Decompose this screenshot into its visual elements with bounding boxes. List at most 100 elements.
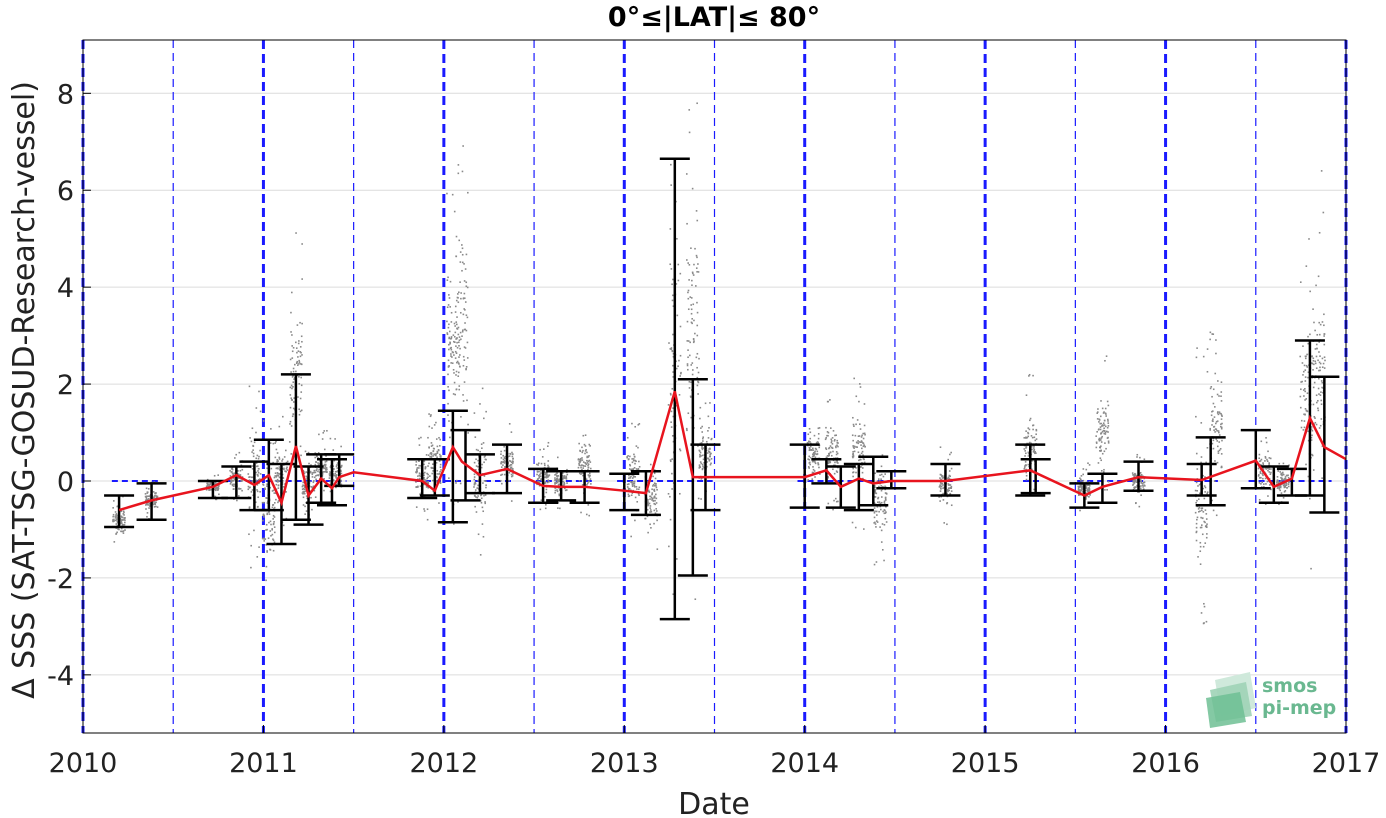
scatter-point [416, 468, 418, 471]
scatter-point [148, 507, 150, 509]
scatter-point [336, 464, 338, 466]
scatter-point [297, 350, 300, 352]
scatter-point [457, 375, 460, 377]
scatter-point [672, 593, 675, 596]
scatter-point [508, 455, 511, 457]
scatter-point [1209, 427, 1212, 430]
scatter-point [289, 420, 292, 423]
scatter-point [145, 504, 147, 506]
scatter-point [1199, 526, 1202, 529]
scatter-point [1318, 393, 1320, 395]
scatter-point [435, 475, 438, 478]
scatter-point [452, 393, 455, 395]
scatter-point [285, 467, 288, 470]
scatter-point [485, 458, 487, 461]
scatter-point [460, 416, 462, 418]
scatter-point [458, 339, 461, 342]
scatter-point [1214, 406, 1216, 408]
scatter-point [1139, 487, 1142, 490]
scatter-point [248, 476, 250, 478]
scatter-point [148, 505, 151, 507]
scatter-point [1079, 486, 1082, 488]
scatter-point [1303, 413, 1305, 416]
scatter-point [124, 519, 126, 522]
scatter-point [631, 480, 634, 483]
scatter-point [301, 322, 303, 325]
scatter-point [145, 496, 147, 499]
scatter-point [1266, 460, 1269, 463]
scatter-point [239, 469, 242, 472]
scatter-point [257, 496, 259, 499]
scatter-point [856, 419, 859, 421]
scatter-point [1029, 419, 1031, 422]
scatter-point [687, 289, 690, 292]
scatter-point [276, 478, 279, 481]
scatter-point [318, 462, 321, 465]
scatter-point [435, 421, 437, 424]
scatter-point [1100, 422, 1103, 425]
scatter-point [1310, 436, 1313, 439]
scatter-point [312, 471, 314, 474]
scatter-point [632, 474, 634, 477]
scatter-point [429, 456, 431, 458]
scatter-point [1258, 474, 1260, 476]
scatter-point [883, 501, 886, 504]
scatter-point [1096, 412, 1099, 414]
scatter-point [827, 462, 830, 464]
scatter-point [1195, 452, 1198, 455]
scatter-point [859, 386, 862, 388]
scatter-point [285, 491, 287, 493]
scatter-point [438, 460, 441, 462]
scatter-point [1025, 478, 1028, 481]
scatter-point [1221, 415, 1223, 417]
scatter-point [458, 365, 461, 368]
scatter-point [1082, 479, 1085, 482]
scatter-point [217, 487, 220, 490]
scatter-point [481, 463, 483, 466]
x-axis-label: Date [678, 787, 750, 818]
scatter-point [1142, 486, 1144, 488]
scatter-point [827, 460, 830, 463]
scatter-point [563, 481, 565, 484]
scatter-point [1196, 499, 1198, 502]
scatter-point [463, 346, 466, 348]
scatter-point [259, 473, 262, 475]
scatter-point [432, 450, 435, 453]
scatter-point [1323, 333, 1326, 335]
scatter-point [277, 484, 280, 486]
scatter-point [305, 475, 308, 478]
scatter-point [808, 459, 811, 461]
scatter-point [1257, 475, 1260, 477]
scatter-point [1270, 471, 1272, 474]
scatter-point [696, 366, 698, 369]
scatter-point [418, 437, 420, 440]
scatter-point [587, 463, 590, 466]
scatter-point [809, 445, 812, 448]
scatter-point [430, 414, 432, 416]
scatter-point [118, 528, 120, 531]
scatter-point [633, 482, 636, 485]
scatter-point [1079, 484, 1082, 487]
scatter-point [247, 473, 250, 475]
scatter-point [230, 468, 233, 470]
scatter-point [544, 496, 546, 498]
scatter-point [588, 514, 591, 517]
scatter-point [298, 359, 300, 362]
scatter-point [291, 415, 294, 418]
scatter-point [1322, 391, 1324, 394]
scatter-point [146, 503, 148, 506]
scatter-point [855, 467, 857, 469]
scatter-point [812, 447, 814, 450]
scatter-point [321, 471, 324, 473]
scatter-point [1107, 404, 1110, 407]
scatter-point [1277, 486, 1279, 488]
scatter-point [322, 432, 325, 434]
scatter-point [1206, 491, 1209, 494]
scatter-point [690, 321, 693, 324]
scatter-point [1215, 420, 1218, 423]
scatter-point [447, 343, 450, 346]
scatter-point [857, 451, 860, 454]
scatter-point [855, 395, 858, 398]
scatter-point [589, 445, 591, 447]
scatter-point [259, 410, 262, 413]
